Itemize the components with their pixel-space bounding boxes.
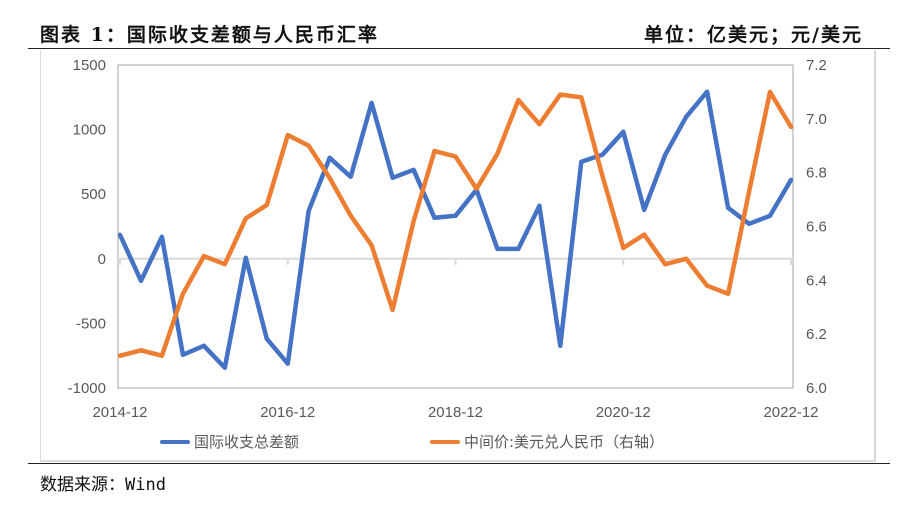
left-tick-label: 1000 [73,122,106,139]
legend-swatch-blue [160,439,190,444]
series-lines [117,89,794,370]
right-tick-label: 7.2 [806,57,827,74]
data-source: 数据来源：Wind [40,475,166,495]
legend-label-rate: 中间价:美元兑人民币（右轴） [464,433,665,451]
right-axis-ticks: 7.2 7.0 6.8 6.6 6.4 6.2 6.0 [806,57,827,397]
plot-border [117,64,794,389]
plot-area-border [117,64,794,389]
left-tick-label: 500 [81,186,106,203]
legend-item-balance: 国际收支总差额 [160,431,299,452]
bottom-rule [28,463,890,464]
right-tick-label: 6.4 [806,272,827,289]
series-line-balance [117,89,794,370]
right-tick-label: 6.0 [806,380,827,397]
x-tick-label: 2016-12 [260,404,315,421]
left-tick-label: -500 [76,315,106,332]
right-tick-label: 7.0 [806,111,827,128]
left-axis-ticks: 1500 1000 500 0 -500 -1000 [68,57,106,397]
x-tick-label: 2018-12 [428,404,483,421]
x-tick-label: 2020-12 [596,404,651,421]
chart-title: 图表 1：国际收支差额与人民币汇率 [40,24,379,46]
x-tick-label: 2014-12 [92,404,147,421]
left-tick-label: -1000 [68,380,106,397]
series-line-rate [117,89,794,358]
legend-swatch-orange [430,439,460,444]
right-tick-label: 6.8 [806,165,827,182]
right-tick-label: 6.6 [806,219,827,236]
top-rule [28,48,890,49]
left-tick-label: 0 [98,251,106,268]
legend-item-rate: 中间价:美元兑人民币（右轴） [430,431,664,452]
left-tick-label: 1500 [73,57,106,74]
unit-label: 单位：亿美元；元/美元 [644,24,863,46]
x-tick-label: 2022-12 [763,404,818,421]
legend-label-balance: 国际收支总差额 [194,433,300,451]
right-tick-label: 6.2 [806,326,827,343]
x-axis-ticks: 2014-12 2016-12 2018-12 2020-12 2022-12 [92,404,818,421]
chart-frame [40,50,876,462]
